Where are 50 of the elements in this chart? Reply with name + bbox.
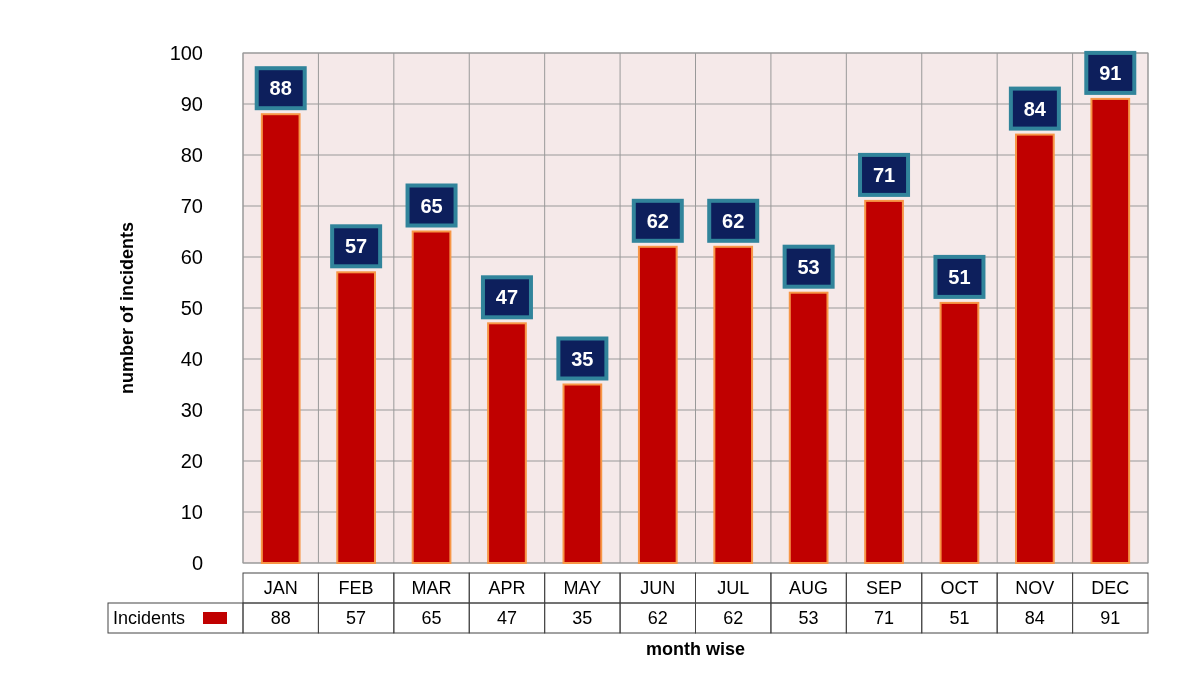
data-label: 57 [346, 608, 367, 629]
data-label: 84 [1023, 97, 1047, 120]
data-label: 53 [797, 255, 820, 278]
data-label: 62 [646, 209, 669, 232]
y-tick-label: 10 [180, 501, 203, 523]
y-tick-label: 90 [180, 93, 203, 115]
y-tick-label: 20 [180, 450, 203, 472]
data-label: 47 [496, 608, 517, 629]
x-tick-label: APR [488, 578, 526, 599]
data-label: 71 [872, 163, 896, 186]
data-label: 84 [1024, 608, 1045, 629]
x-tick-label: NOV [1015, 578, 1055, 599]
legend-label: Incidents [113, 608, 186, 629]
y-tick-label: 40 [180, 348, 203, 370]
data-label: 91 [1100, 608, 1121, 629]
y-tick-label: 70 [180, 195, 203, 217]
x-tick-label: FEB [338, 578, 374, 599]
data-label: 57 [345, 235, 368, 258]
data-label: 88 [270, 608, 291, 629]
y-tick-label: 50 [180, 297, 203, 319]
data-label: 65 [420, 194, 443, 217]
data-label: 88 [269, 77, 292, 100]
data-label: 62 [647, 608, 668, 629]
x-tick-label: MAY [563, 578, 602, 599]
y-tick-label: 100 [169, 42, 203, 64]
data-label: 71 [874, 608, 895, 629]
x-tick-label: JUL [717, 578, 750, 599]
x-tick-label: OCT [940, 578, 979, 599]
x-tick-label: AUG [789, 578, 829, 599]
y-tick-label: 0 [191, 552, 203, 574]
data-label: 91 [1099, 61, 1122, 84]
data-label: 47 [495, 286, 519, 309]
y-axis-title: number of incidents [117, 221, 137, 395]
y-tick-label: 80 [180, 144, 203, 166]
x-tick-label: JAN [263, 578, 298, 599]
data-label: 35 [572, 608, 593, 629]
data-label: 62 [723, 608, 744, 629]
y-tick-label: 60 [180, 246, 203, 268]
data-label: 62 [722, 209, 745, 232]
x-tick-label: JUN [640, 578, 676, 599]
text: month wise [645, 639, 746, 659]
data-label: 65 [421, 608, 442, 629]
x-tick-label: DEC [1091, 578, 1130, 599]
x-tick-label: MAR [411, 578, 452, 599]
data-label: 53 [798, 608, 819, 629]
x-tick-label: SEP [866, 578, 903, 599]
data-label: 51 [948, 265, 971, 288]
data-label: 35 [571, 347, 594, 370]
y-tick-label: 30 [180, 399, 203, 421]
data-label: 51 [949, 608, 970, 629]
